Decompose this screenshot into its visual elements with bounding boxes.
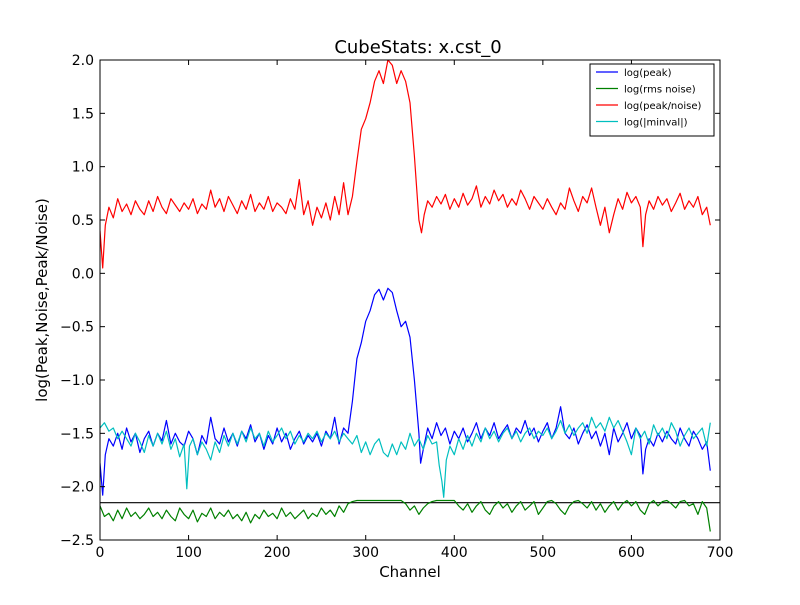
y-tick-label: −2.5 [60,533,94,549]
x-tick-label: 600 [618,545,645,561]
legend-label: log(peak) [624,68,672,79]
series-line-4 [100,416,711,498]
plot-frame [99,59,721,541]
x-tick-label: 300 [352,545,379,561]
series-line-2 [100,499,711,532]
legend-box [589,63,715,137]
chart-title: CubeStats: x.cst_0 [334,37,501,58]
x-tick-label: 400 [441,545,468,561]
y-tick-label: 0.5 [72,213,94,229]
series-layer [100,60,720,532]
axes-layer: 0 100 200 300 400 500 600 700 −2.5 −2.0 −1.5 −1.0 −0… [60,53,733,561]
x-tick-label: 200 [264,545,291,561]
series-line-1 [100,287,711,496]
series-line-3 [100,60,711,269]
y-tick-label: −0.5 [60,320,94,336]
x-tick-label: 0 [96,545,105,561]
y-tick-label: −1.0 [60,373,94,389]
x-tick-label: 500 [529,545,556,561]
y-tick-label: 2.0 [72,53,94,69]
y-tick-label: −1.5 [60,426,94,442]
y-tick-label: 1.5 [72,106,94,122]
x-axis-label: Channel [379,563,441,581]
legend-label: log(peak/noise) [624,101,702,112]
legend-label: log(|minval|) [624,118,688,129]
x-tick-label: 100 [175,545,202,561]
y-tick-label: 0.0 [72,266,94,282]
y-tick-label: 1.0 [72,160,94,176]
legend-label: log(rms noise) [624,85,696,96]
x-tick-label: 700 [707,545,734,561]
legend: log(peak) log(rms noise) log(peak/noise) lo… [589,63,715,137]
y-tick-label: −2.0 [60,480,94,496]
y-axis-label: log(Peak,Noise,Peak/Noise) [33,198,51,402]
